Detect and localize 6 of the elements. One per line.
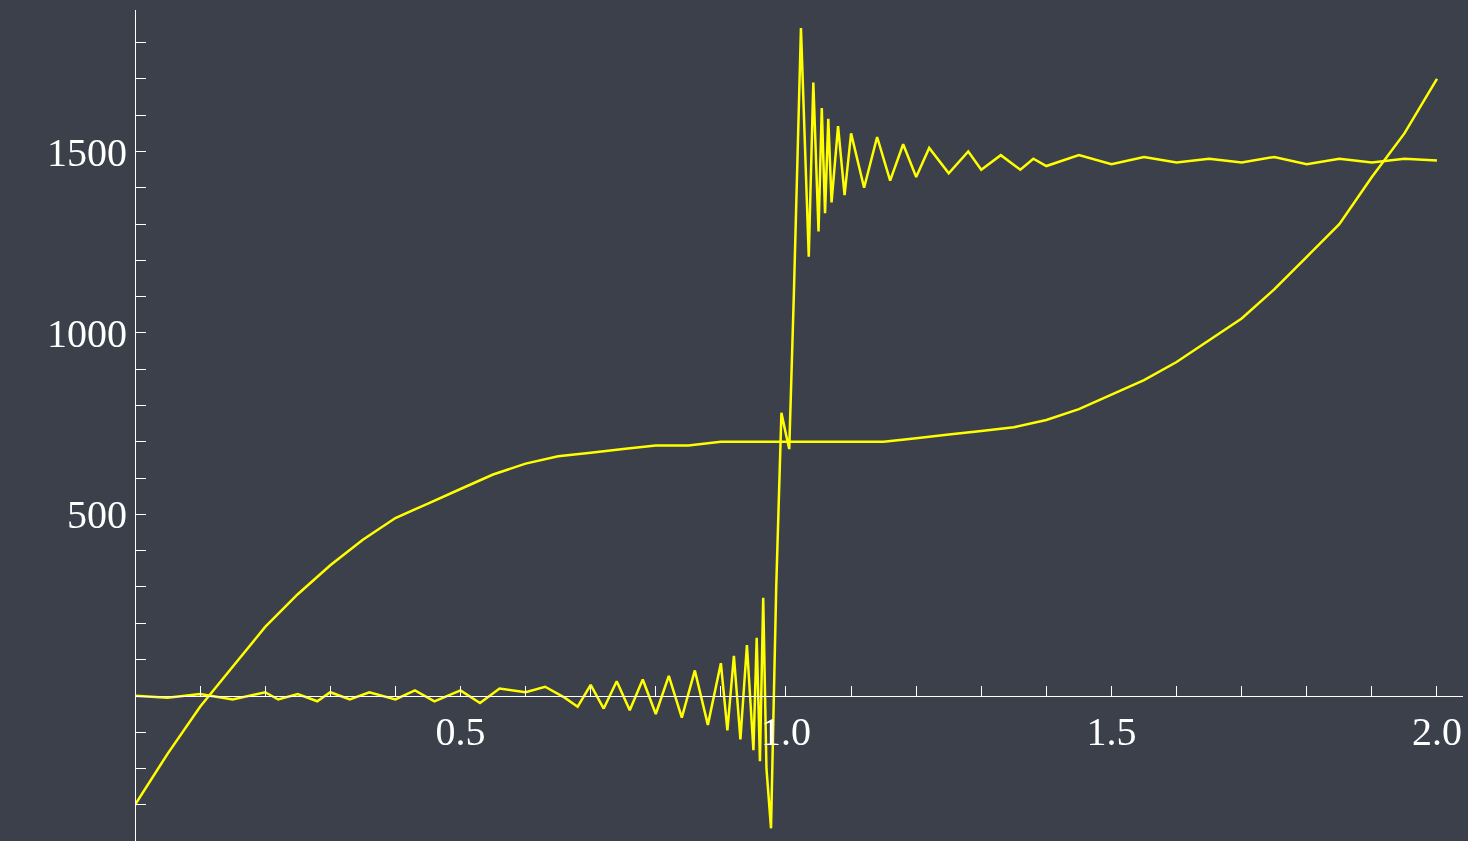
x-tick-label: 0.5 (435, 708, 486, 754)
y-tick-label: 500 (66, 492, 127, 538)
y-tick-label: 1000 (46, 310, 127, 356)
x-tick-label: 2.0 (1411, 708, 1462, 754)
y-tick-label: 1500 (46, 129, 127, 175)
x-tick-label: 1.5 (1086, 708, 1137, 754)
